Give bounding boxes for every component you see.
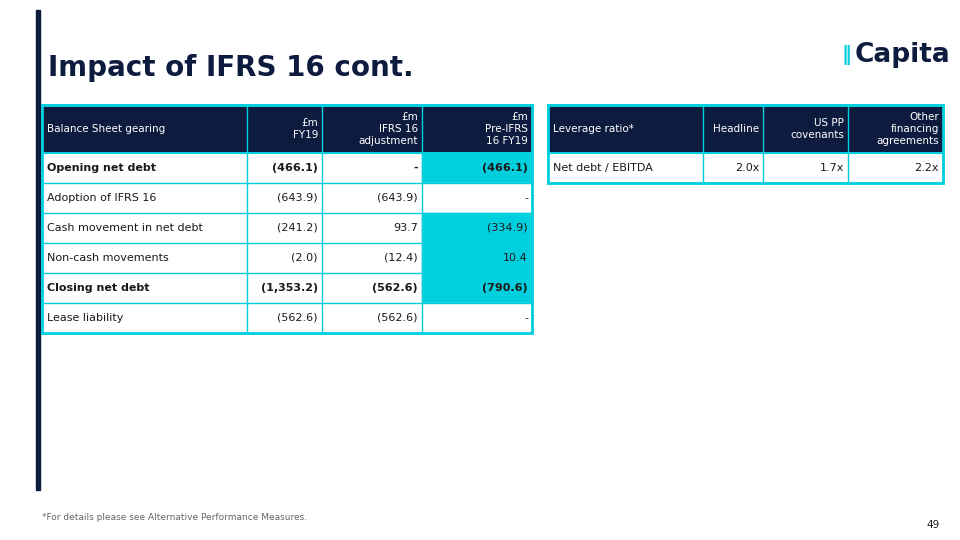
Text: (790.6): (790.6) bbox=[482, 283, 528, 293]
Bar bbox=[42, 243, 422, 273]
Bar bbox=[42, 105, 532, 153]
Text: (562.6): (562.6) bbox=[372, 283, 418, 293]
Text: 1.7x: 1.7x bbox=[820, 163, 844, 173]
Bar bbox=[42, 153, 422, 183]
Text: -: - bbox=[524, 193, 528, 203]
Text: Other
financing
agreements: Other financing agreements bbox=[876, 112, 939, 146]
Text: *For details please see Alternative Performance Measures.: *For details please see Alternative Perf… bbox=[42, 514, 307, 523]
Text: (241.2): (241.2) bbox=[277, 223, 318, 233]
Text: Leverage ratio*: Leverage ratio* bbox=[553, 124, 634, 134]
Text: (643.9): (643.9) bbox=[277, 193, 318, 203]
Text: (562.6): (562.6) bbox=[377, 313, 418, 323]
Text: Net debt / EBITDA: Net debt / EBITDA bbox=[553, 163, 653, 173]
Text: (334.9): (334.9) bbox=[488, 223, 528, 233]
Text: (2.0): (2.0) bbox=[292, 253, 318, 263]
Text: Non-cash movements: Non-cash movements bbox=[47, 253, 169, 263]
Bar bbox=[422, 303, 532, 333]
Text: (466.1): (466.1) bbox=[272, 163, 318, 173]
Bar bbox=[548, 153, 943, 183]
Text: Lease liability: Lease liability bbox=[47, 313, 124, 323]
Text: (643.9): (643.9) bbox=[377, 193, 418, 203]
Text: Closing net debt: Closing net debt bbox=[47, 283, 150, 293]
Text: (1,353.2): (1,353.2) bbox=[261, 283, 318, 293]
Text: Impact of IFRS 16 cont.: Impact of IFRS 16 cont. bbox=[48, 54, 414, 82]
Text: £m
Pre-IFRS
16 FY19: £m Pre-IFRS 16 FY19 bbox=[485, 112, 528, 146]
Bar bbox=[422, 273, 532, 303]
Text: (466.1): (466.1) bbox=[482, 163, 528, 173]
Text: 2.2x: 2.2x bbox=[915, 163, 939, 173]
Text: Headline: Headline bbox=[713, 124, 759, 134]
Bar bbox=[42, 213, 422, 243]
Bar bbox=[422, 183, 532, 213]
Bar bbox=[422, 213, 532, 243]
Text: Opening net debt: Opening net debt bbox=[47, 163, 156, 173]
Bar bbox=[548, 105, 943, 183]
Text: (562.6): (562.6) bbox=[277, 313, 318, 323]
Bar bbox=[422, 243, 532, 273]
Text: 49: 49 bbox=[926, 520, 940, 530]
Text: £m
IFRS 16
adjustment: £m IFRS 16 adjustment bbox=[358, 112, 418, 146]
Text: 10.4: 10.4 bbox=[503, 253, 528, 263]
Text: Adoption of IFRS 16: Adoption of IFRS 16 bbox=[47, 193, 156, 203]
Text: Balance Sheet gearing: Balance Sheet gearing bbox=[47, 124, 165, 134]
Text: -: - bbox=[414, 163, 418, 173]
Text: Cash movement in net debt: Cash movement in net debt bbox=[47, 223, 203, 233]
Text: US PP
covenants: US PP covenants bbox=[790, 118, 844, 140]
Text: ‖: ‖ bbox=[841, 45, 851, 65]
Text: -: - bbox=[524, 313, 528, 323]
Text: £m
FY19: £m FY19 bbox=[293, 118, 318, 140]
Bar bbox=[42, 105, 532, 333]
Text: Capita: Capita bbox=[855, 42, 950, 68]
Text: 93.7: 93.7 bbox=[394, 223, 418, 233]
Text: 2.0x: 2.0x bbox=[734, 163, 759, 173]
Bar bbox=[422, 153, 532, 183]
Text: (12.4): (12.4) bbox=[384, 253, 418, 263]
Bar bbox=[42, 303, 422, 333]
Bar bbox=[42, 183, 422, 213]
Bar bbox=[548, 105, 943, 153]
Bar bbox=[42, 273, 422, 303]
Bar bbox=[36, 10, 40, 490]
